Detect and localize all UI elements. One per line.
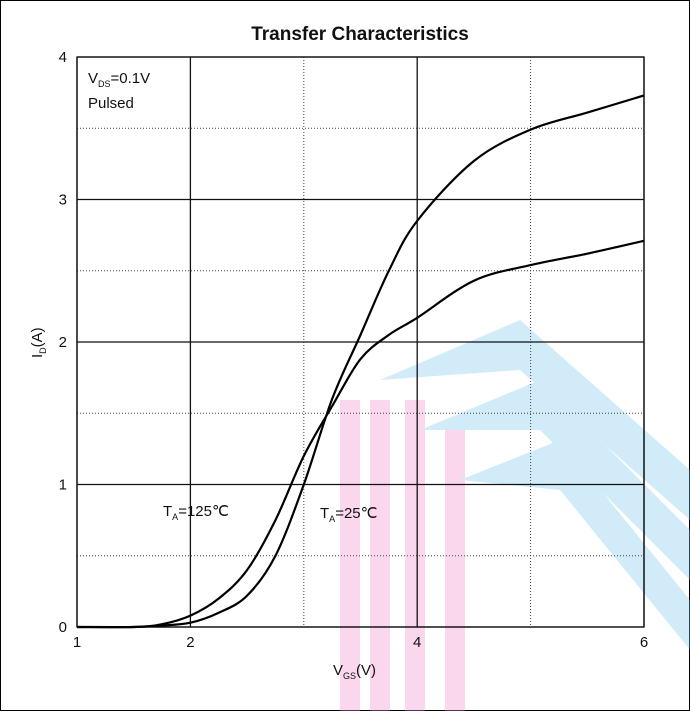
x-axis-label: VGS(V) — [333, 662, 376, 681]
watermark — [340, 320, 690, 711]
y-axis-label-main: I — [29, 354, 46, 358]
y-tick-label: 0 — [59, 619, 67, 636]
y-tick-label: 2 — [59, 334, 67, 351]
x-axis-label-sub: GS — [343, 671, 356, 681]
annotation-sub: A — [329, 514, 335, 524]
annotation-rest: =25℃ — [335, 505, 377, 522]
annotation-main: T — [320, 505, 329, 522]
plot-frame — [76, 56, 645, 628]
y-tick-label: 3 — [59, 192, 67, 209]
annotation: VDS=0.1V — [88, 70, 150, 89]
x-axis-label-rest: (V) — [356, 662, 376, 679]
annotation: TA=25℃ — [320, 505, 377, 524]
y-axis-label-sub: D — [38, 347, 48, 354]
x-tick-label: 1 — [73, 634, 81, 651]
chart-title: Transfer Characteristics — [251, 24, 469, 45]
y-tick-label: 1 — [59, 477, 67, 494]
annotation-main: T — [163, 503, 172, 520]
y-axis-label-rest: (A) — [29, 327, 46, 347]
annotation-sub: DS — [98, 79, 111, 89]
annotation-rest: =0.1V — [111, 70, 151, 87]
x-tick-label: 2 — [186, 634, 194, 651]
annotation-rest: =125℃ — [178, 503, 229, 520]
annotation-main: Pulsed — [88, 95, 134, 112]
x-tick-label: 4 — [413, 634, 421, 651]
y-axis-label: ID(A) — [29, 327, 48, 358]
y-tick-label: 4 — [59, 49, 67, 66]
annotation: TA=125℃ — [163, 503, 229, 522]
annotation-main: V — [88, 70, 98, 87]
x-axis-label-main: V — [333, 662, 343, 679]
x-tick-label: 6 — [640, 634, 648, 651]
annotation-sub: A — [172, 512, 178, 522]
annotation: Pulsed — [88, 95, 134, 112]
curve — [76, 94, 645, 629]
curve — [76, 239, 645, 629]
